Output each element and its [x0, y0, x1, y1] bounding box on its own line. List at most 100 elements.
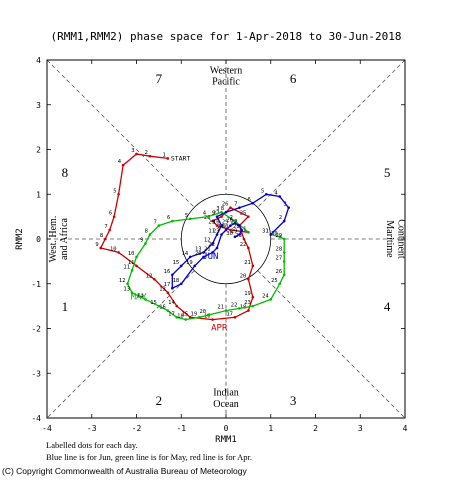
- region-label-top: Pacific: [212, 77, 240, 88]
- y-tick-label: 4: [36, 56, 41, 65]
- day-dot: [251, 201, 255, 205]
- day-label: 19: [191, 311, 198, 317]
- day-dot: [247, 309, 250, 312]
- series-end-label-may: MAY: [131, 292, 148, 302]
- day-dot: [238, 307, 241, 310]
- day-dot: [269, 298, 273, 301]
- day-dot: [175, 304, 179, 308]
- day-dot: [206, 215, 210, 218]
- day-dot: [193, 264, 196, 268]
- day-dot: [202, 251, 205, 254]
- day-label: 15: [182, 311, 189, 317]
- phase-number: 3: [290, 393, 297, 408]
- day-label: 23: [213, 229, 220, 235]
- y-tick-label: 3: [36, 101, 41, 110]
- day-dot: [112, 215, 116, 218]
- region-label-right: Maritime: [384, 220, 395, 258]
- day-label: 7: [234, 202, 237, 208]
- day-label: 11: [128, 260, 135, 266]
- region-label-bottom: Indian: [213, 388, 239, 399]
- diagonal-guide: [46, 270, 195, 419]
- day-dot: [157, 304, 161, 308]
- day-label: 4: [274, 190, 278, 196]
- day-dot: [233, 222, 237, 225]
- day-label: 23: [244, 300, 251, 306]
- day-label: 2: [145, 150, 148, 156]
- day-dot: [238, 233, 241, 236]
- day-label: 1: [163, 152, 166, 158]
- day-label: 15: [173, 260, 180, 266]
- day-dot: [251, 264, 255, 268]
- y-tick-label: -1: [31, 280, 41, 289]
- day-label: 2: [230, 215, 233, 221]
- day-dot: [278, 282, 282, 286]
- day-dot: [233, 235, 237, 239]
- day-label: 22: [240, 242, 247, 248]
- day-label: 8: [145, 229, 148, 235]
- phase-number: 7: [156, 71, 163, 86]
- day-label: 14: [137, 293, 144, 299]
- day-dot: [211, 318, 214, 321]
- day-dot: [144, 242, 147, 245]
- day-label: 29: [276, 233, 283, 239]
- day-dot: [224, 309, 228, 312]
- day-dot: [247, 246, 250, 250]
- day-dot: [287, 206, 290, 209]
- day-label: 1: [243, 226, 246, 232]
- day-dot: [179, 282, 183, 286]
- day-dot: [166, 157, 170, 160]
- phase-number: 6: [290, 71, 297, 86]
- day-dot: [211, 219, 214, 223]
- day-dot: [99, 246, 102, 250]
- day-dot: [108, 228, 111, 232]
- day-label: 3: [131, 148, 134, 154]
- day-dot: [121, 163, 125, 167]
- day-label: 17: [168, 311, 175, 317]
- day-dot: [171, 286, 174, 290]
- day-label: 20: [195, 251, 202, 257]
- x-tick-label: 0: [224, 424, 229, 433]
- footer-line-2: Blue line is for Jun, green line is for …: [46, 452, 253, 462]
- x-tick-label: -4: [42, 424, 52, 433]
- day-dot: [135, 255, 138, 259]
- region-label-right: Continent: [395, 219, 406, 259]
- day-dot: [171, 219, 174, 223]
- x-tick-label: 3: [358, 424, 363, 433]
- day-label: 21: [244, 260, 251, 266]
- day-dot: [251, 304, 255, 308]
- day-label: 7: [154, 220, 157, 226]
- phase-number: 4: [384, 299, 391, 314]
- day-dot: [144, 298, 147, 301]
- phase-number: 2: [156, 393, 163, 408]
- y-tick-label: -3: [31, 369, 41, 378]
- day-dot: [233, 316, 237, 319]
- day-label: 16: [164, 269, 171, 275]
- day-label: 14: [168, 300, 175, 306]
- y-tick-label: 1: [36, 190, 41, 199]
- day-label: 12: [119, 278, 126, 284]
- day-dot: [233, 219, 237, 223]
- x-tick-label: 1: [268, 424, 273, 433]
- region-label-left: and Africa: [59, 217, 70, 259]
- x-axis-label: RMM1: [215, 435, 237, 445]
- day-dot: [126, 282, 129, 286]
- day-label: 30: [222, 224, 229, 230]
- day-label: 5: [261, 188, 264, 194]
- day-label: 4: [118, 159, 122, 165]
- day-label: 10: [213, 220, 220, 226]
- day-label: 14: [182, 251, 189, 257]
- day-dot: [220, 233, 223, 236]
- day-dot: [229, 224, 232, 227]
- diagonal-guide: [257, 59, 406, 208]
- day-dot: [117, 251, 120, 254]
- day-dot: [224, 228, 228, 232]
- day-dot: [202, 255, 205, 259]
- footer-line-1: Labelled dots for each day.: [46, 440, 138, 450]
- day-dot: [135, 264, 138, 268]
- day-label: 29: [208, 220, 215, 226]
- x-tick-label: -3: [87, 424, 97, 433]
- x-tick-label: -2: [132, 424, 142, 433]
- day-label: 28: [276, 246, 283, 252]
- day-label: 6: [167, 215, 170, 221]
- day-dot: [251, 295, 255, 299]
